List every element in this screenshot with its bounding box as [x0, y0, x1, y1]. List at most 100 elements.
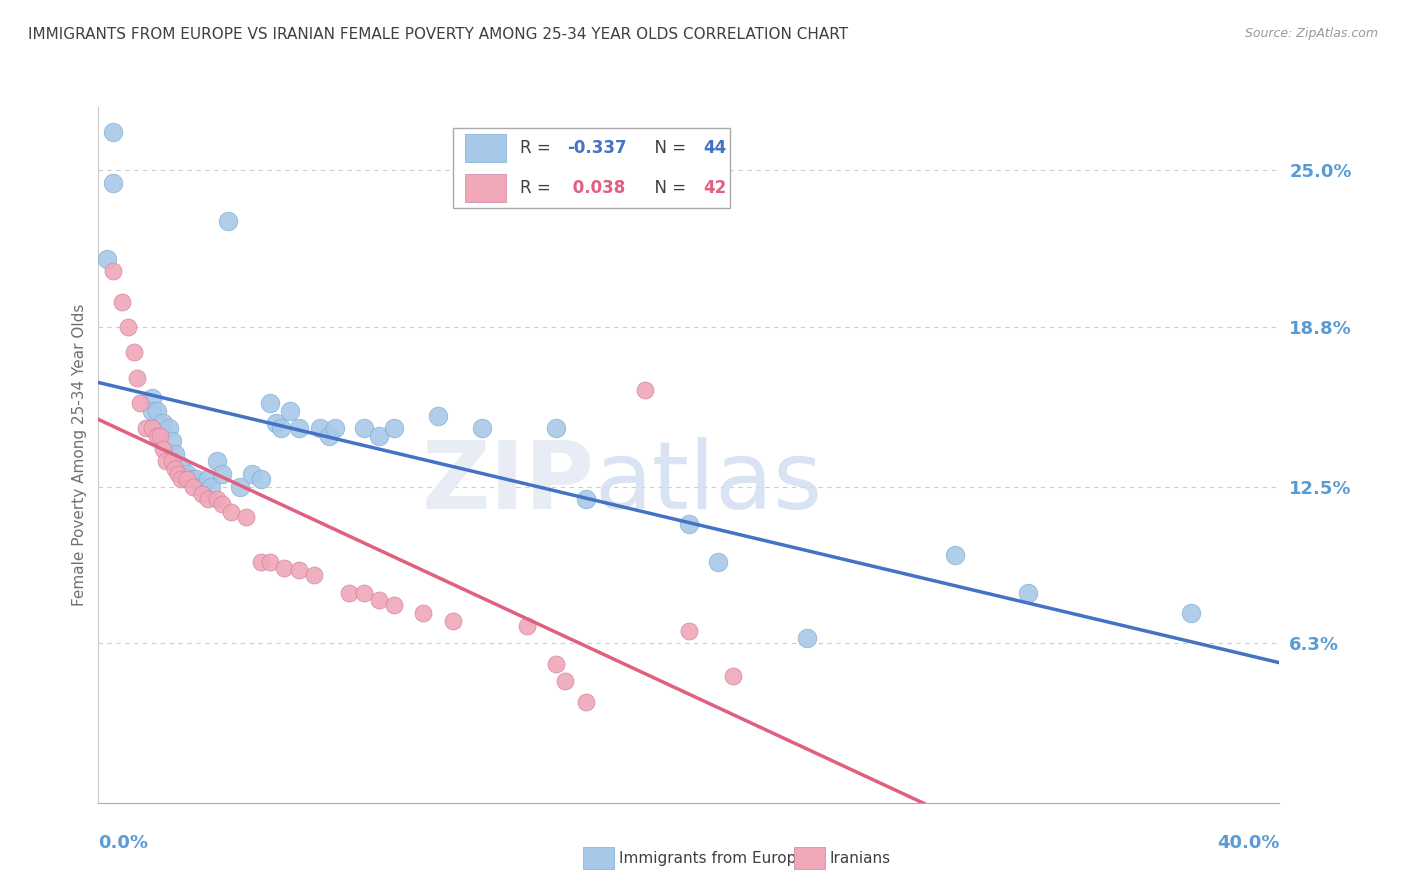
Point — [259, 396, 281, 410]
Point — [191, 487, 214, 501]
Point — [211, 467, 233, 481]
Point — [152, 442, 174, 456]
Point — [678, 624, 700, 638]
Point — [146, 403, 169, 417]
Text: 44: 44 — [703, 139, 727, 157]
Point — [141, 403, 163, 417]
Point — [337, 586, 360, 600]
Point — [184, 472, 207, 486]
Point — [943, 548, 966, 562]
Point — [128, 396, 150, 410]
Point — [273, 560, 295, 574]
Point — [162, 434, 183, 448]
Point — [205, 492, 228, 507]
Point — [270, 421, 292, 435]
Point — [250, 556, 273, 570]
Point — [229, 479, 252, 493]
Text: R =: R = — [520, 139, 555, 157]
Point — [146, 429, 169, 443]
Text: 0.0%: 0.0% — [98, 834, 149, 852]
Point — [170, 459, 193, 474]
Point — [302, 568, 325, 582]
Point — [427, 409, 450, 423]
Point — [103, 176, 125, 190]
Text: Immigrants from Europe: Immigrants from Europe — [619, 851, 806, 865]
Point — [152, 417, 174, 431]
Point — [219, 505, 242, 519]
Text: Source: ZipAtlas.com: Source: ZipAtlas.com — [1244, 27, 1378, 40]
Point — [368, 593, 391, 607]
Point — [544, 657, 567, 671]
Point — [149, 429, 172, 443]
FancyBboxPatch shape — [464, 174, 506, 202]
Point — [165, 447, 187, 461]
Point — [217, 214, 239, 228]
Point — [574, 695, 596, 709]
Point — [309, 421, 332, 435]
Point — [205, 454, 228, 468]
Point — [1017, 586, 1039, 600]
Point — [141, 421, 163, 435]
Point — [515, 618, 537, 632]
Point — [1180, 606, 1202, 620]
Point — [162, 454, 183, 468]
Point — [111, 294, 134, 309]
Point — [796, 632, 818, 646]
Point — [412, 606, 434, 620]
Point — [721, 669, 744, 683]
Point — [181, 472, 204, 486]
FancyBboxPatch shape — [464, 134, 506, 161]
Point — [117, 320, 139, 334]
Text: N =: N = — [644, 139, 692, 157]
Point — [554, 674, 576, 689]
Text: N =: N = — [644, 179, 692, 197]
Point — [125, 370, 148, 384]
Point — [141, 391, 163, 405]
Point — [633, 384, 655, 398]
Point — [259, 556, 281, 570]
Point — [278, 403, 302, 417]
Point — [368, 429, 391, 443]
Point — [264, 417, 287, 431]
Point — [103, 125, 125, 139]
Point — [96, 252, 118, 266]
Point — [250, 472, 273, 486]
Point — [323, 421, 346, 435]
Text: IMMIGRANTS FROM EUROPE VS IRANIAN FEMALE POVERTY AMONG 25-34 YEAR OLDS CORRELATI: IMMIGRANTS FROM EUROPE VS IRANIAN FEMALE… — [28, 27, 848, 42]
Point — [165, 462, 187, 476]
Point — [181, 479, 204, 493]
Point — [200, 479, 222, 493]
Point — [574, 492, 596, 507]
Point — [170, 472, 193, 486]
Text: R =: R = — [520, 179, 555, 197]
Point — [441, 614, 464, 628]
Point — [191, 479, 214, 493]
Point — [176, 467, 198, 481]
Point — [678, 517, 700, 532]
Point — [471, 421, 494, 435]
Point — [197, 472, 219, 486]
Point — [288, 563, 311, 577]
Point — [122, 345, 145, 359]
Point — [353, 421, 375, 435]
Point — [167, 467, 190, 481]
Point — [197, 492, 219, 507]
Point — [103, 264, 125, 278]
Point — [157, 421, 180, 435]
Text: -0.337: -0.337 — [567, 139, 627, 157]
Point — [707, 556, 730, 570]
Text: 42: 42 — [703, 179, 727, 197]
Text: Iranians: Iranians — [830, 851, 890, 865]
Point — [318, 429, 340, 443]
Point — [235, 509, 257, 524]
Text: ZIP: ZIP — [422, 437, 595, 529]
FancyBboxPatch shape — [453, 128, 730, 208]
Text: atlas: atlas — [595, 437, 823, 529]
Point — [353, 586, 375, 600]
Point — [211, 497, 233, 511]
Point — [288, 421, 311, 435]
Point — [544, 421, 567, 435]
Point — [240, 467, 263, 481]
Point — [382, 421, 405, 435]
Point — [382, 599, 405, 613]
